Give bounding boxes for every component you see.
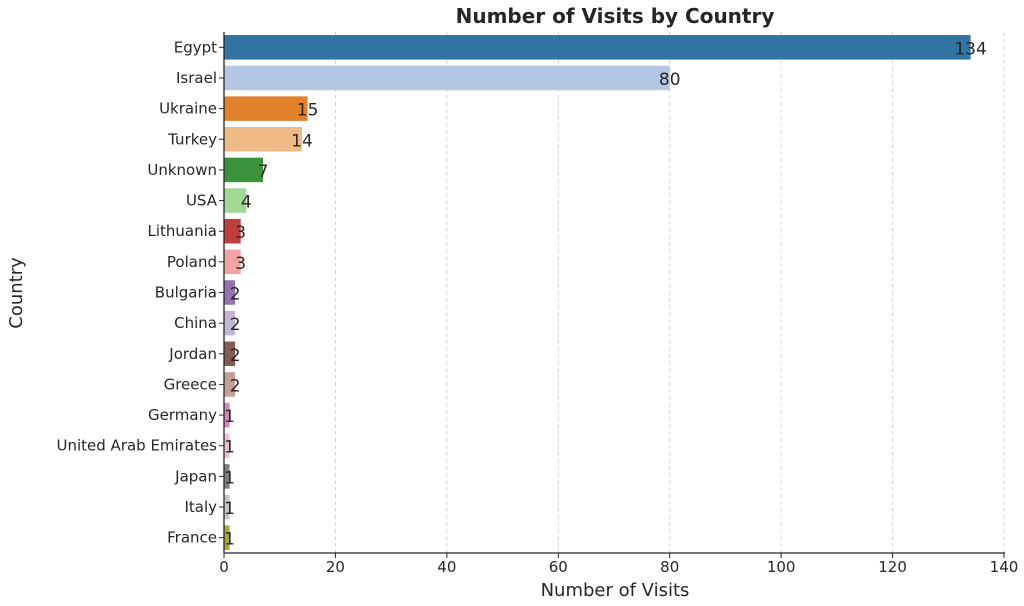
x-tick-label: 80 [660,558,679,576]
bar-poland [224,249,241,275]
x-tick-label: 0 [219,558,229,576]
bar-israel [224,65,670,91]
y-tick-label: Greece [164,375,217,393]
data-label: 1 [224,530,235,550]
bar-japan [224,464,230,489]
x-tick-label: 120 [878,558,907,576]
y-tick-label: USA [186,192,218,210]
bar-turkey [224,127,302,152]
x-tick-label: 100 [767,558,796,576]
y-tick-label: Jordan [168,345,217,363]
y-tick-label: Israel [176,69,217,87]
data-label: 134 [954,39,986,59]
bar-lithuania [224,218,241,244]
y-tick-label: Germany [148,406,217,424]
y-tick-label: Bulgaria [155,284,217,302]
data-label: 3 [235,254,246,274]
data-label: 3 [235,223,246,243]
y-tick-label: France [167,529,217,547]
bar-jordan [224,341,236,367]
data-label: 1 [224,438,235,458]
bar-united-arab-emirates [224,433,230,458]
bar-italy [224,494,230,520]
bar-ukraine [224,96,308,121]
data-label: 2 [230,346,241,366]
data-label: 1 [224,407,235,427]
bar-greece [224,372,236,397]
y-tick-label: United Arab Emirates [56,437,217,455]
bar-china [224,310,236,336]
bar-france [224,525,230,550]
bar-unknown [224,157,263,183]
data-label: 7 [258,162,269,182]
bar-egypt [224,35,971,60]
y-tick-label: Poland [167,253,217,271]
bar-usa [224,188,247,213]
x-tick-label: 40 [437,558,456,576]
x-tick-label: 20 [326,558,345,576]
y-axis-label: Country [6,257,27,329]
y-tick-label: Ukraine [159,100,217,118]
x-tick-label: 140 [990,558,1019,576]
y-tick-label: Italy [184,498,217,516]
y-tick-label: China [174,314,217,332]
data-label: 2 [230,376,241,396]
data-label: 14 [291,131,313,151]
data-label: 80 [659,70,681,90]
y-tick-label: Turkey [167,130,217,148]
x-axis-label: Number of Visits [541,580,690,601]
y-tick-label: Unknown [147,161,217,179]
chart-title: Number of Visits by Country [456,4,775,28]
y-tick-label: Egypt [174,38,217,56]
x-tick-label: 60 [549,558,568,576]
data-label: 15 [297,101,319,121]
data-label: 1 [224,499,235,519]
bar-germany [224,402,230,428]
bar-bulgaria [224,280,236,305]
y-tick-label: Lithuania [148,222,217,240]
data-label: 2 [230,315,241,335]
data-label: 4 [241,193,252,213]
data-label: 2 [230,285,241,305]
y-tick-label: Japan [174,467,217,485]
data-label: 1 [224,468,235,488]
